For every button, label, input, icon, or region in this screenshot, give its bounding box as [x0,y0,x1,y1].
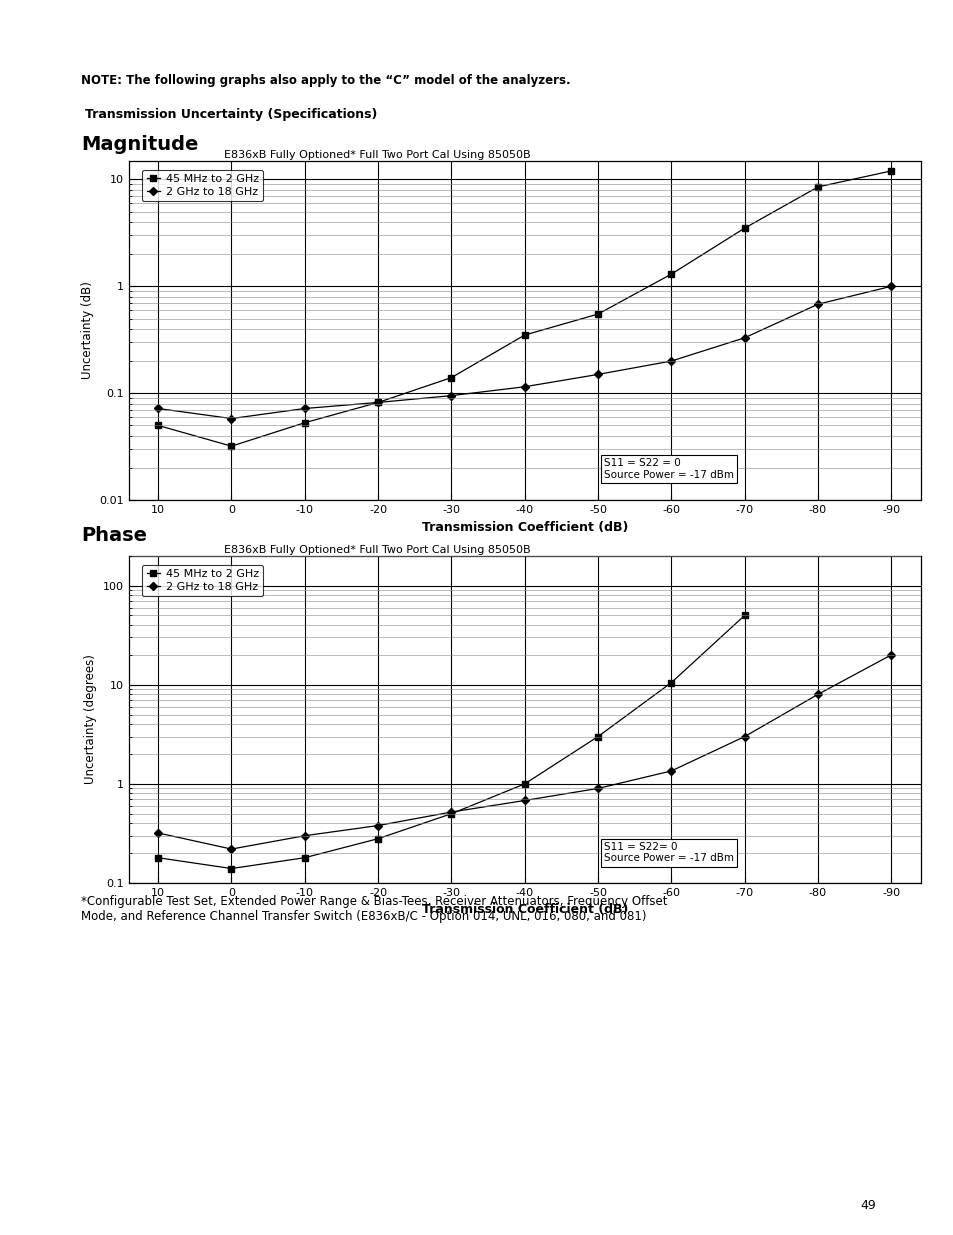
45 MHz to 2 GHz [372,395,383,410]
45 MHz to 2 GHz [592,729,603,743]
45 MHz to 2 GHz [298,415,310,430]
45 MHz to 2 GHz [592,306,603,321]
45 MHz to 2 GHz [739,221,750,236]
2 GHz to 18 GHz [445,805,456,820]
2 GHz to 18 GHz [665,763,677,778]
Text: Transmission Uncertainty (Specifications): Transmission Uncertainty (Specifications… [85,109,377,121]
2 GHz to 18 GHz [518,793,530,808]
2 GHz to 18 GHz [811,687,822,701]
45 MHz to 2 GHz [739,608,750,622]
X-axis label: Transmission Coefficient (dB): Transmission Coefficient (dB) [421,904,627,916]
45 MHz to 2 GHz [226,438,237,453]
Text: S11 = S22= 0
Source Power = -17 dBm: S11 = S22= 0 Source Power = -17 dBm [603,842,733,863]
45 MHz to 2 GHz [445,370,456,385]
45 MHz to 2 GHz [665,267,677,282]
Legend: 45 MHz to 2 GHz, 2 GHz to 18 GHz: 45 MHz to 2 GHz, 2 GHz to 18 GHz [142,564,263,597]
45 MHz to 2 GHz [298,851,310,866]
2 GHz to 18 GHz [152,401,164,416]
45 MHz to 2 GHz [665,676,677,690]
2 GHz to 18 GHz [298,829,310,844]
Text: E836xB Fully Optioned* Full Two Port Cal Using 85050B: E836xB Fully Optioned* Full Two Port Cal… [224,545,530,555]
Line: 2 GHz to 18 GHz: 2 GHz to 18 GHz [155,284,893,421]
45 MHz to 2 GHz [811,179,822,194]
Line: 2 GHz to 18 GHz: 2 GHz to 18 GHz [155,652,893,852]
Legend: 45 MHz to 2 GHz, 2 GHz to 18 GHz: 45 MHz to 2 GHz, 2 GHz to 18 GHz [142,169,263,201]
45 MHz to 2 GHz [226,861,237,876]
2 GHz to 18 GHz [372,395,383,410]
Text: NOTE: The following graphs also apply to the “C” model of the analyzers.: NOTE: The following graphs also apply to… [81,74,570,86]
45 MHz to 2 GHz [152,851,164,866]
2 GHz to 18 GHz [884,279,896,294]
Text: *Configurable Test Set, Extended Power Range & Bias-Tees, Receiver Attenuators, : *Configurable Test Set, Extended Power R… [81,895,667,924]
2 GHz to 18 GHz [152,825,164,840]
45 MHz to 2 GHz [884,163,896,178]
45 MHz to 2 GHz [152,417,164,432]
Y-axis label: Uncertainty (dB): Uncertainty (dB) [81,282,93,379]
2 GHz to 18 GHz [811,296,822,311]
Line: 45 MHz to 2 GHz: 45 MHz to 2 GHz [154,168,894,450]
2 GHz to 18 GHz [592,781,603,795]
Text: Magnitude: Magnitude [81,135,198,154]
Text: Phase: Phase [81,526,147,546]
2 GHz to 18 GHz [372,818,383,832]
2 GHz to 18 GHz [592,367,603,382]
2 GHz to 18 GHz [298,401,310,416]
2 GHz to 18 GHz [884,647,896,662]
Text: E836xB Fully Optioned* Full Two Port Cal Using 85050B: E836xB Fully Optioned* Full Two Port Cal… [224,149,530,159]
2 GHz to 18 GHz [518,379,530,394]
Text: S11 = S22 = 0
Source Power = -17 dBm: S11 = S22 = 0 Source Power = -17 dBm [603,458,733,480]
45 MHz to 2 GHz [372,831,383,846]
2 GHz to 18 GHz [739,331,750,346]
2 GHz to 18 GHz [226,842,237,857]
Text: 49: 49 [860,1199,875,1212]
Y-axis label: Uncertainty (degrees): Uncertainty (degrees) [84,655,97,784]
45 MHz to 2 GHz [518,777,530,792]
Line: 45 MHz to 2 GHz: 45 MHz to 2 GHz [154,613,747,872]
2 GHz to 18 GHz [445,388,456,403]
45 MHz to 2 GHz [518,327,530,342]
2 GHz to 18 GHz [226,411,237,426]
2 GHz to 18 GHz [739,729,750,743]
X-axis label: Transmission Coefficient (dB): Transmission Coefficient (dB) [421,521,627,534]
45 MHz to 2 GHz [445,806,456,821]
2 GHz to 18 GHz [665,353,677,368]
